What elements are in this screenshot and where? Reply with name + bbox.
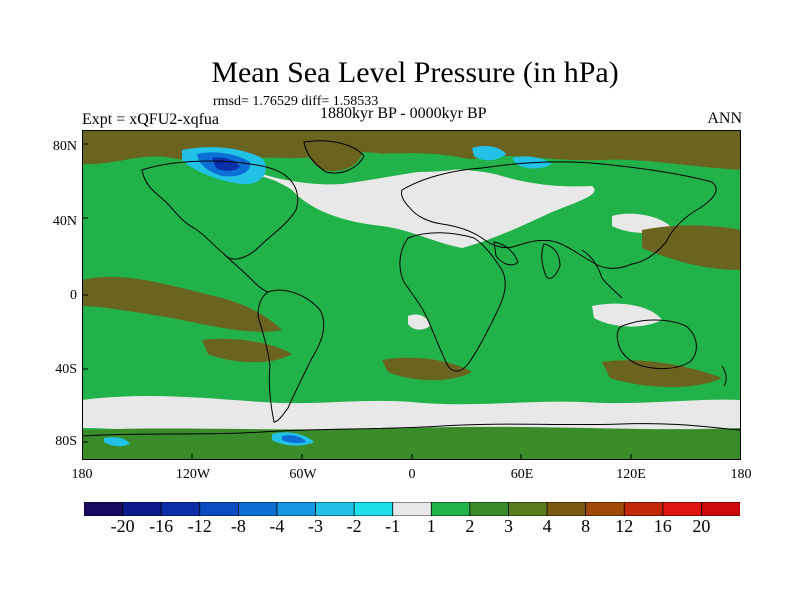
india-outline bbox=[541, 243, 561, 279]
lon-tick-60e: 60E bbox=[510, 467, 534, 482]
colorbar-swatch-5 bbox=[276, 502, 317, 516]
north-pacific-brown bbox=[82, 276, 282, 332]
colorbar-swatch-1 bbox=[122, 502, 162, 516]
arctic-brown-band bbox=[82, 130, 741, 170]
south-atlantic-brown bbox=[382, 357, 472, 381]
colorbar-label-11: 4 bbox=[542, 516, 552, 536]
season-label: ANN bbox=[707, 110, 742, 127]
europe-asia-outline bbox=[401, 161, 717, 269]
colorbar-label-7: -1 bbox=[385, 516, 401, 536]
stats-label: rmsd= 1.76529 diff= 1.58533 bbox=[213, 94, 379, 109]
colorbar-label-10: 3 bbox=[504, 516, 513, 536]
colorbar-swatch-6 bbox=[315, 502, 355, 516]
atlantic-neutral-patch bbox=[408, 314, 430, 330]
south-america-outline bbox=[257, 289, 325, 423]
period-label: 1880kyr BP - 0000kyr BP bbox=[320, 105, 487, 122]
colorbar-label-9: 2 bbox=[465, 516, 475, 536]
colorbar-swatch-3 bbox=[199, 502, 240, 516]
colorbar-label-2: -12 bbox=[187, 516, 212, 536]
new-zealand-outline bbox=[721, 365, 727, 387]
colorbar-swatch-0 bbox=[84, 502, 124, 516]
colorbar-label-4: -4 bbox=[269, 516, 285, 536]
colorbar-label-14: 16 bbox=[653, 516, 672, 536]
colorbar-swatch-16 bbox=[701, 502, 740, 516]
colorbar-label-0: -20 bbox=[110, 516, 135, 536]
lon-tick-60w: 60W bbox=[289, 467, 317, 482]
colorbar-swatch-15 bbox=[662, 502, 703, 516]
colorbar-swatch-9 bbox=[430, 502, 471, 516]
colorbar-label-1: -16 bbox=[149, 516, 174, 536]
lon-tick-180e: 180 bbox=[730, 467, 752, 482]
lat-tick-80n: 80N bbox=[52, 139, 77, 154]
greenland-cyan bbox=[472, 146, 506, 161]
southern-neutral-band bbox=[82, 396, 741, 432]
colorbar-swatch-14 bbox=[623, 502, 664, 516]
antarctic-cyan-west bbox=[104, 437, 130, 447]
europe-neutral bbox=[402, 188, 482, 212]
coastlines bbox=[82, 140, 741, 437]
lat-tick-40s: 40S bbox=[55, 362, 77, 377]
colorbar-label-13: 12 bbox=[615, 516, 634, 536]
colorbar-label-8: 1 bbox=[426, 516, 436, 536]
colorbar-swatch-13 bbox=[585, 502, 625, 516]
colorbar-swatch-7 bbox=[353, 502, 394, 516]
antarctic-olive bbox=[82, 426, 741, 460]
north-neutral-band bbox=[212, 169, 595, 248]
australia-outline bbox=[616, 319, 697, 370]
colorbar-swatch-2 bbox=[160, 502, 201, 516]
colorbar-label-6: -2 bbox=[346, 516, 362, 536]
colorbar bbox=[84, 502, 740, 516]
colorbar-label-15: 20 bbox=[692, 516, 711, 536]
lat-tick-0: 0 bbox=[70, 288, 77, 303]
colorbar-swatch-11 bbox=[508, 502, 548, 516]
south-pacific-brown bbox=[202, 338, 292, 363]
antarctica-outline bbox=[82, 423, 741, 437]
arabia-outline bbox=[493, 241, 519, 266]
colorbar-label-12: 8 bbox=[581, 516, 591, 536]
colorbar-swatch-10 bbox=[469, 502, 510, 516]
west-pacific-brown bbox=[642, 225, 741, 270]
southeast-asia-outline bbox=[581, 249, 623, 299]
lon-tick-120w: 120W bbox=[175, 467, 211, 482]
colorbar-swatch-4 bbox=[237, 502, 278, 516]
lon-tick-120e: 120E bbox=[616, 467, 646, 482]
south-indian-brown bbox=[602, 360, 722, 388]
colorbar-label-3: -8 bbox=[230, 516, 246, 536]
africa-outline bbox=[399, 232, 506, 372]
greenland-brown bbox=[302, 139, 362, 172]
lat-tick-40n: 40N bbox=[52, 214, 77, 229]
colorbar-label-5: -3 bbox=[308, 516, 323, 536]
lon-tick-180w: 180 bbox=[71, 467, 93, 482]
arctic-green-lobe bbox=[362, 153, 482, 172]
experiment-label: Expt = xQFU2-xqfua bbox=[82, 111, 220, 128]
north-america-outline bbox=[141, 160, 299, 260]
antarctic-blue-low bbox=[282, 435, 306, 444]
colorbar-swatch-12 bbox=[546, 502, 587, 516]
greenland-outline bbox=[303, 140, 365, 174]
lat-tick-80s: 80S bbox=[55, 434, 77, 449]
map-title: Mean Sea Level Pressure (in hPa) bbox=[211, 56, 619, 89]
central-america-outline bbox=[223, 253, 269, 293]
pressure-map bbox=[82, 130, 741, 460]
map-frame bbox=[82, 130, 741, 460]
colorbar-swatch-8 bbox=[392, 502, 432, 516]
lon-tick-0: 0 bbox=[408, 467, 416, 482]
